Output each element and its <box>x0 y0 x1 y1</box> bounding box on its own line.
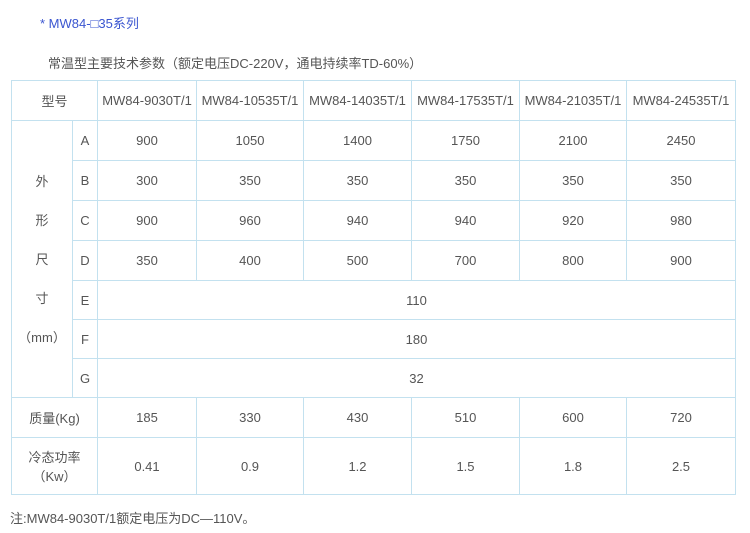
cell: 720 <box>626 397 736 438</box>
dim-row: C 900 960 940 940 920 980 <box>12 200 736 241</box>
model-header: MW84-14035T/1 <box>303 80 412 121</box>
spec-table: 型号 MW84-9030T/1 MW84-10535T/1 MW84-14035… <box>11 80 736 495</box>
footnote: 注:MW84-9030T/1额定电压为DC—110V。 <box>10 511 256 526</box>
cell: 800 <box>519 240 627 281</box>
cell: 330 <box>196 397 304 438</box>
cell: 32 <box>97 358 736 398</box>
cell: 500 <box>303 240 412 281</box>
dim-row: B 300 350 350 350 350 350 <box>12 160 736 201</box>
cell: 1050 <box>196 120 304 161</box>
cell: 2.5 <box>626 437 736 495</box>
power-row: 冷态功率 （Kw） 0.41 0.9 1.2 1.5 1.8 2.5 <box>11 437 736 495</box>
cell: 600 <box>519 397 627 438</box>
cell: 900 <box>97 200 197 241</box>
cell: 185 <box>97 397 197 438</box>
cell: 1750 <box>411 120 520 161</box>
cell: 430 <box>303 397 412 438</box>
cell: 940 <box>303 200 412 241</box>
model-header: MW84-24535T/1 <box>626 80 736 121</box>
dim-key: G <box>72 358 98 398</box>
cell: 180 <box>97 319 736 359</box>
cell: 0.41 <box>97 437 197 495</box>
cell: 400 <box>196 240 304 281</box>
cell: 300 <box>97 160 197 201</box>
model-header: MW84-21035T/1 <box>519 80 627 121</box>
dim-row: E 110 <box>12 280 736 320</box>
dim-row: 外形尺寸（mm） A 900 1050 1400 1750 2100 2450 <box>11 120 736 398</box>
cell: 980 <box>626 200 736 241</box>
cell: 1400 <box>303 120 412 161</box>
cell: 1.2 <box>303 437 412 495</box>
dim-key: A <box>72 120 98 161</box>
header-row: 型号 MW84-9030T/1 MW84-10535T/1 MW84-14035… <box>11 80 736 121</box>
cell: 350 <box>519 160 627 201</box>
mass-row: 质量(Kg) 185 330 430 510 600 720 <box>11 397 736 438</box>
dim-key: E <box>72 280 98 320</box>
cell: 0.9 <box>196 437 304 495</box>
power-label: 冷态功率 （Kw） <box>11 437 98 495</box>
dimension-label-char: （mm） <box>18 329 66 345</box>
dimension-label-char: 外 <box>35 173 49 189</box>
model-header: MW84-17535T/1 <box>411 80 520 121</box>
cell: 960 <box>196 200 304 241</box>
mass-label: 质量(Kg) <box>11 397 98 438</box>
cell: 700 <box>411 240 520 281</box>
cell: 940 <box>411 200 520 241</box>
cell: 510 <box>411 397 520 438</box>
dimension-label: 外形尺寸 （mm） <box>11 120 73 398</box>
cell: 350 <box>303 160 412 201</box>
cell: 350 <box>626 160 736 201</box>
cell: 900 <box>97 120 197 161</box>
dimension-label-char: 形 <box>35 212 49 228</box>
dim-key: C <box>72 200 98 241</box>
power-label-text: 冷态功率 <box>28 450 81 465</box>
cell: 350 <box>97 240 197 281</box>
dim-key: F <box>72 319 98 359</box>
cell: 1.8 <box>519 437 627 495</box>
cell: 350 <box>411 160 520 201</box>
dim-row: D 350 400 500 700 800 900 <box>12 240 736 281</box>
dim-row: F 180 <box>12 319 736 359</box>
model-label: 型号 <box>11 80 98 121</box>
model-header: MW84-10535T/1 <box>196 80 304 121</box>
cell: 350 <box>196 160 304 201</box>
dimension-label-char: 寸 <box>35 290 49 306</box>
dim-key: D <box>72 240 98 281</box>
dim-key: B <box>72 160 98 201</box>
dim-row: G 32 <box>12 358 736 398</box>
cell: 1.5 <box>411 437 520 495</box>
cell: 900 <box>626 240 736 281</box>
power-unit: （Kw） <box>32 469 77 484</box>
cell: 110 <box>97 280 736 320</box>
cell: 2100 <box>519 120 627 161</box>
table-caption: 常温型主要技术参数（额定电压DC-220V，通电持续率TD-60%） <box>48 56 423 71</box>
model-header: MW84-9030T/1 <box>97 80 197 121</box>
series-title: * MW84-□35系列 <box>40 16 139 31</box>
cell: 2450 <box>626 120 736 161</box>
dimension-label-char: 尺 <box>35 251 49 267</box>
cell: 920 <box>519 200 627 241</box>
